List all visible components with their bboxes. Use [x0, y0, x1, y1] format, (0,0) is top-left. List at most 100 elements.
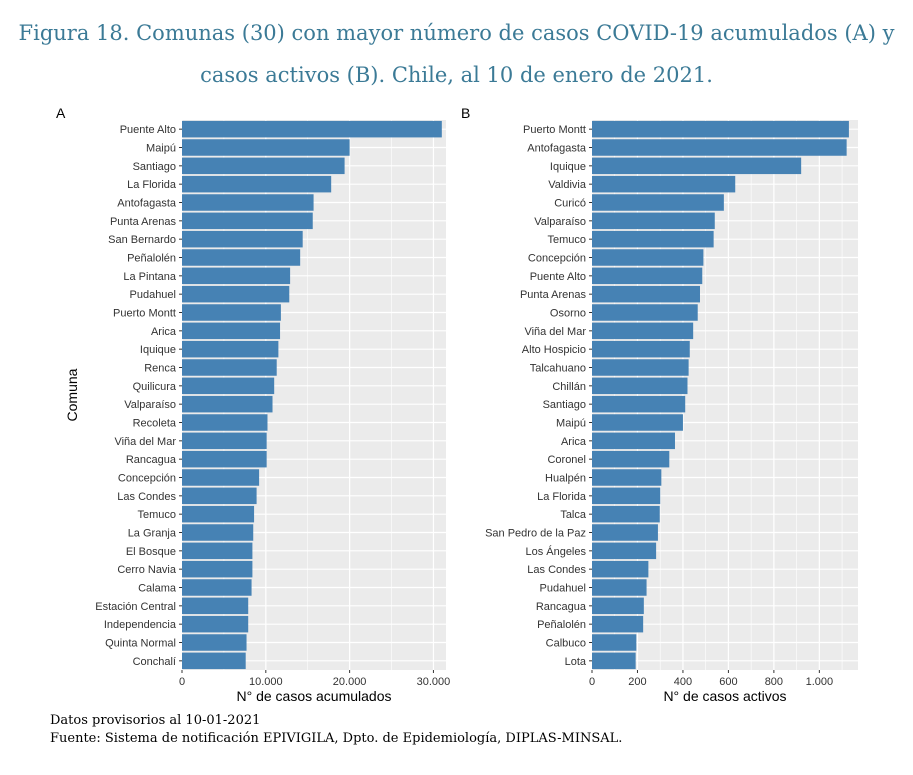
panel-a-y-tick-label: Punta Arenas — [110, 216, 177, 228]
panel-b-bar-22 — [592, 505, 660, 523]
panel-b-y-tick-label: Alto Hospicio — [522, 344, 586, 356]
panel-b-y-tick-label: Valdivia — [548, 179, 587, 191]
panel-b-x-tick-label: 200 — [628, 676, 646, 688]
panel-b-bar-5 — [592, 194, 724, 211]
panel-b-bar-25 — [592, 560, 649, 578]
panel-b-bar-1 — [592, 120, 849, 138]
panel-b-y-tick-label: Las Condes — [527, 564, 586, 576]
bar-charts: Puente Alto Maipú Santiago La Florida Antofa… — [56, 105, 858, 704]
panel-a-y-tick-label: Recoleta — [133, 418, 177, 430]
panel-a-y-tick-label: Viña del Mar — [114, 436, 176, 448]
panel-a-y-tick-label: Puente Alto — [120, 124, 176, 136]
panel-b-x-tick-label: 600 — [719, 676, 737, 688]
panel-b-bar-10 — [592, 285, 700, 303]
panel-a-y-tick-label: Antofagasta — [117, 198, 177, 210]
panel-a-x-tick-label: 0 — [179, 676, 185, 688]
panel-a-bar-5 — [182, 194, 314, 211]
panel-b-y-tick-label: Talca — [560, 509, 587, 521]
panel-b-bar-7 — [592, 230, 714, 248]
panel-a-y-tick-label: Conchalí — [133, 656, 176, 668]
panel-b-y-tick-label: Temuco — [547, 234, 586, 246]
panel-b-y-tick-label: Pudahuel — [540, 583, 587, 595]
panel-a-bar-26 — [182, 579, 252, 596]
panel-b-bar-26 — [592, 579, 647, 596]
panel-a-y-axis-label: Comuna — [64, 368, 80, 421]
panel-b-bar-19 — [592, 450, 670, 468]
panel-a-bar-28 — [182, 615, 249, 633]
panel-a-y-tick-label: Pudahuel — [130, 289, 177, 301]
panel-b-y-tick-label: Valparaíso — [534, 216, 586, 228]
panel-a-bar-7 — [182, 230, 303, 248]
panel-a-x-axis-label: N° de casos acumulados — [236, 688, 391, 704]
panel-a-y-tick-label: Quinta Normal — [105, 638, 176, 650]
panel-a-y-tick-label: Quilicura — [133, 381, 177, 393]
panel-a-y-tick-label: Puerto Montt — [113, 308, 176, 320]
panel-a-bar-29 — [182, 634, 247, 651]
panel-a-y-tick-label: Temuco — [137, 509, 176, 521]
panel-a-bar-3 — [182, 157, 345, 175]
panel-b-y-tick-label: Hualpén — [545, 473, 586, 485]
panel-b-y-tick-label: San Pedro de la Paz — [485, 528, 586, 540]
panel-a-y-tick-label: Peñalolén — [127, 253, 176, 265]
panel-a-y-tick-label: Renca — [144, 363, 177, 375]
panel-b-y-tick-label: Concepción — [528, 253, 586, 265]
panel-a-bar-11 — [182, 304, 281, 321]
panel-b-bar-2 — [592, 139, 847, 156]
panel-a-plot-background — [182, 120, 446, 670]
panel-b-bar-16 — [592, 395, 686, 413]
panel-b-bar-6 — [592, 212, 715, 230]
panel-a-y-tick-label: Valparaíso — [124, 399, 176, 411]
panel-b-y-tick-label: La Florida — [537, 491, 587, 503]
panel-b-y-tick-label: Osorno — [550, 308, 586, 320]
panel-a-bar-1 — [182, 120, 442, 138]
panel-a-y-tick-label: Estación Central — [95, 601, 176, 613]
figure-title-line-2: casos activos (B). Chile, al 10 de enero… — [200, 63, 713, 87]
panel-a-x-tick-label: 20.000 — [333, 676, 367, 688]
panel-b-x-tick-label: 0 — [589, 676, 595, 688]
panel-b-y-tick-label: Chillán — [552, 381, 586, 393]
panel-b-y-tick-label: Curicó — [554, 198, 586, 210]
panel-b-y-tick-label: Iquique — [550, 161, 586, 173]
panel-b-bar-21 — [592, 487, 661, 505]
panel-b-bar-20 — [592, 469, 662, 486]
panel-a-bar-22 — [182, 505, 255, 523]
figure-title-line-1: Figura 18. Comunas (30) con mayor número… — [18, 21, 895, 45]
panel-b-x-tick-label: 1.000 — [806, 676, 834, 688]
panel-a-y-tick-label: La Florida — [127, 179, 177, 191]
panel-a-y-tick-label: Concepción — [118, 473, 176, 485]
panel-a-bar-30 — [182, 652, 246, 670]
panel-b-y-tick-label: Calbuco — [546, 638, 586, 650]
panel-b-bar-4 — [592, 175, 736, 193]
panel-a-bar-17 — [182, 414, 268, 431]
panel-a-bar-9 — [182, 267, 291, 285]
panel-b-y-tick-label: Lota — [565, 656, 587, 668]
panel-a-y-tick-label: San Bernardo — [108, 234, 176, 246]
panel-b-y-tick-label: Viña del Mar — [524, 326, 586, 338]
panel-b-x-tick-label: 800 — [765, 676, 783, 688]
panel-a-bar-10 — [182, 285, 290, 303]
panel-a-label: A — [56, 105, 66, 121]
panel-a-x-tick-label: 30.000 — [417, 676, 451, 688]
panel-b-y-tick-label: Puente Alto — [530, 271, 586, 283]
panel-b-bar-24 — [592, 542, 657, 560]
panel-b-y-tick-label: Puerto Montt — [523, 124, 586, 136]
panel-a-bar-25 — [182, 560, 253, 578]
panel-a-bar-21 — [182, 487, 257, 505]
panel-a-bar-16 — [182, 395, 273, 413]
panel-b-y-tick-label: Arica — [561, 436, 587, 448]
panel-a-bar-4 — [182, 175, 332, 193]
panel-a-y-tick-label: Iquique — [140, 344, 176, 356]
panel-a-bar-27 — [182, 597, 249, 615]
panel-b-y-tick-label: Antofagasta — [527, 143, 587, 155]
panel-b-y-tick-label: Maipú — [556, 418, 586, 430]
panel-a-bar-24 — [182, 542, 253, 560]
panel-b-bar-27 — [592, 597, 644, 615]
footnote-source: Fuente: Sistema de notificación EPIVIGIL… — [50, 731, 623, 746]
panel-a-bar-23 — [182, 524, 254, 541]
panel-b-y-tick-label: Talcahuano — [530, 363, 586, 375]
panel-a-y-tick-label: Maipú — [146, 143, 176, 155]
panel-b-y-tick-label: Rancagua — [536, 601, 587, 613]
panel-b-bar-29 — [592, 634, 637, 651]
panel-b-bar-9 — [592, 267, 703, 285]
panel-b-bar-15 — [592, 377, 688, 395]
